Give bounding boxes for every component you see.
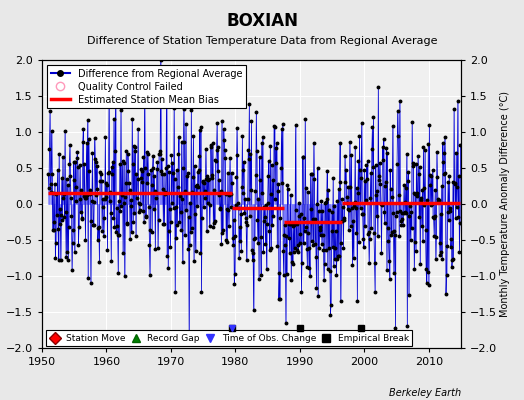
Text: Difference of Station Temperature Data from Regional Average: Difference of Station Temperature Data f… — [87, 36, 437, 46]
Text: Berkeley Earth: Berkeley Earth — [389, 388, 461, 398]
Y-axis label: Monthly Temperature Anomaly Difference (°C): Monthly Temperature Anomaly Difference (… — [500, 91, 510, 317]
Text: BOXIAN: BOXIAN — [226, 12, 298, 30]
Legend: Station Move, Record Gap, Time of Obs. Change, Empirical Break: Station Move, Record Gap, Time of Obs. C… — [47, 330, 412, 346]
